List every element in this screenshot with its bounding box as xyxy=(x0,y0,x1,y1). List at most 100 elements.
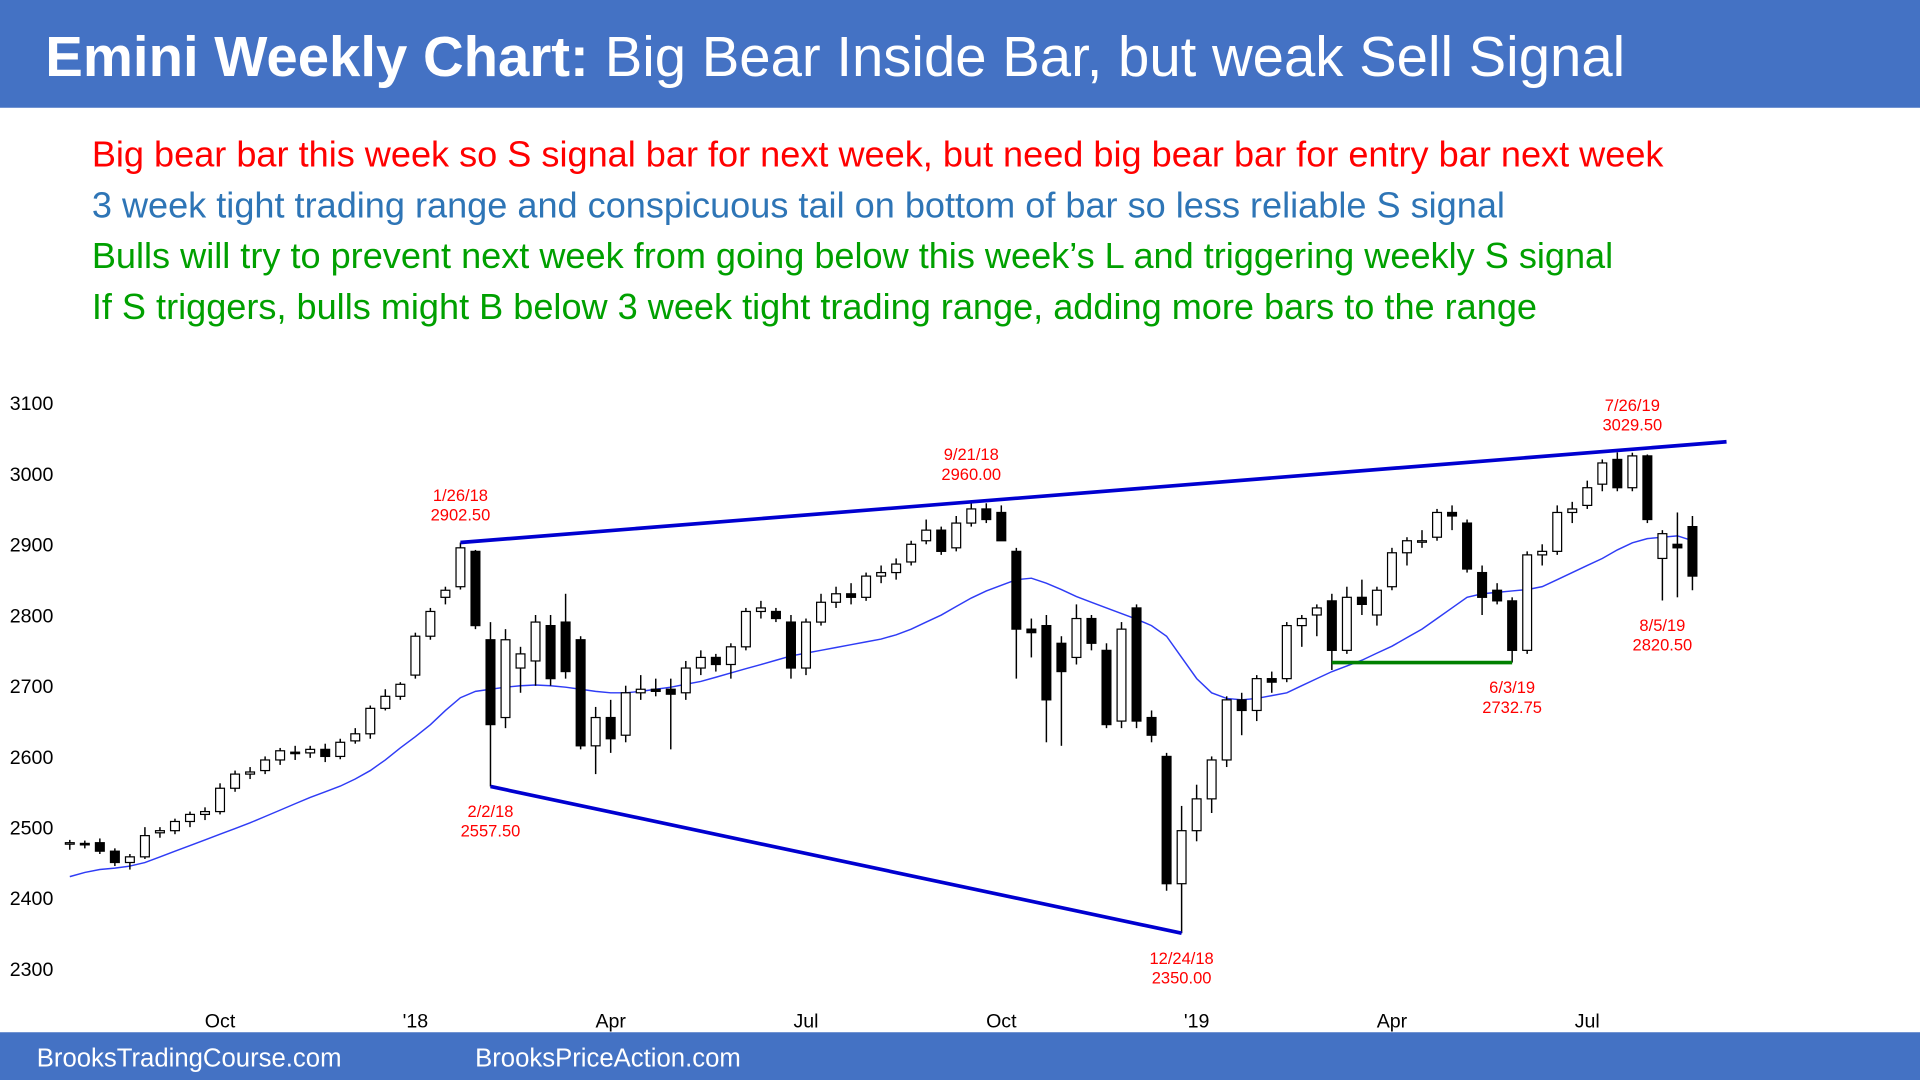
x-tick-label: Apr xyxy=(595,1010,626,1032)
candle-body xyxy=(1116,628,1127,722)
candle-body xyxy=(1236,699,1247,712)
candle-body xyxy=(1266,678,1277,683)
candle-body xyxy=(470,550,481,627)
y-tick-label: 2900 xyxy=(10,535,54,557)
candle-body xyxy=(1416,540,1428,543)
candle-body xyxy=(305,748,316,754)
candle-body xyxy=(1101,649,1112,726)
candle-body xyxy=(1612,458,1623,489)
candle-body xyxy=(620,692,631,736)
candle-body xyxy=(1597,462,1608,485)
candle-body xyxy=(725,646,736,666)
candle-body xyxy=(800,621,812,669)
candle-body xyxy=(996,511,1007,542)
annotation-value: 2350.00 xyxy=(1152,968,1212,987)
candle-body xyxy=(816,601,827,623)
x-tick-label: Jul xyxy=(793,1010,818,1032)
candle-body xyxy=(515,653,526,669)
candle-body xyxy=(1026,628,1037,634)
title: Emini Weekly Chart: Big Bear Inside Bar, … xyxy=(45,25,1625,88)
candle-body xyxy=(1567,508,1578,514)
x-tick-label: '18 xyxy=(403,1010,429,1032)
note: Big bear bar this week so S signal bar f… xyxy=(92,134,1665,175)
annotation-value: 2820.50 xyxy=(1633,636,1693,655)
note: 3 week tight trading range and conspicuo… xyxy=(92,184,1505,225)
candle-body xyxy=(846,593,857,598)
candle-body xyxy=(290,751,301,755)
annotation-date: 8/5/19 xyxy=(1639,616,1685,635)
candle-body xyxy=(275,750,286,761)
candle-body xyxy=(770,610,781,620)
candle-body xyxy=(1071,617,1082,659)
footer-right: BrooksPriceAction.com xyxy=(475,1045,741,1073)
candle-body xyxy=(1552,511,1563,552)
candle-body xyxy=(1507,600,1518,651)
candle-body xyxy=(785,621,796,669)
y-tick-label: 3100 xyxy=(10,393,54,415)
x-tick-label: Oct xyxy=(986,1010,1017,1032)
candle-body xyxy=(1447,511,1458,517)
candle-body xyxy=(1041,624,1052,701)
candle-body xyxy=(230,773,241,789)
candle-body xyxy=(936,529,947,552)
candle-body xyxy=(365,707,376,735)
candle-body xyxy=(665,688,676,695)
note: Bulls will try to prevent next week from… xyxy=(92,235,1613,276)
candle-body xyxy=(831,593,842,603)
candle-body xyxy=(951,522,962,549)
candle-body xyxy=(891,563,902,574)
candle-body xyxy=(410,635,421,676)
candle-body xyxy=(755,607,766,613)
candle-body xyxy=(154,830,165,834)
lower-trendline xyxy=(490,784,1182,936)
candle-body xyxy=(575,639,586,747)
candle-body xyxy=(440,589,451,598)
candle-body xyxy=(1161,755,1172,885)
annotation-value: 2732.75 xyxy=(1482,698,1542,717)
candle-body xyxy=(485,639,496,726)
candle-body xyxy=(335,741,346,758)
candle-body xyxy=(64,842,75,845)
y-tick-label: 2600 xyxy=(10,747,54,769)
candle-body xyxy=(1206,759,1217,800)
candle-body xyxy=(169,820,180,832)
y-tick-label: 3000 xyxy=(10,464,54,486)
y-tick-label: 2700 xyxy=(10,676,54,698)
candle-body xyxy=(590,716,601,747)
candle-body xyxy=(1056,642,1067,673)
candle-body xyxy=(1146,716,1157,736)
candle-body xyxy=(455,547,466,588)
candle-body xyxy=(1221,699,1232,761)
candle-body xyxy=(906,543,917,563)
plot: Big bear bar this week so S signal bar f… xyxy=(10,134,1727,1032)
y-tick-label: 2500 xyxy=(10,817,54,839)
y-tick-label: 2300 xyxy=(10,959,54,981)
annotation-date: 7/26/19 xyxy=(1605,396,1660,415)
candle-body xyxy=(1011,550,1022,630)
annotation-date: 9/21/18 xyxy=(944,445,999,464)
candle-body xyxy=(1522,554,1533,651)
title-rest: Big Bear Inside Bar, but weak Sell Signa… xyxy=(605,25,1625,88)
candle-body xyxy=(981,508,992,521)
candle-body xyxy=(245,771,256,775)
candle-body xyxy=(380,695,391,709)
candle-body xyxy=(545,624,556,680)
candle-body xyxy=(1462,522,1473,570)
candle-body xyxy=(1356,596,1367,606)
candle-body xyxy=(1582,487,1593,507)
candle-body xyxy=(1371,589,1382,616)
y-tick-label: 2800 xyxy=(10,605,54,627)
candle-body xyxy=(1131,607,1142,722)
candle-body xyxy=(260,759,271,772)
candle-body xyxy=(1281,624,1292,680)
candle-body xyxy=(1627,455,1638,489)
candle-body xyxy=(1642,455,1653,521)
annotation-value: 2557.50 xyxy=(461,822,521,841)
candle-body xyxy=(1386,552,1397,588)
candle-body xyxy=(1176,830,1187,885)
candle-body xyxy=(710,656,721,666)
candle-body xyxy=(1326,600,1337,651)
y-tick-label: 2400 xyxy=(10,888,54,910)
